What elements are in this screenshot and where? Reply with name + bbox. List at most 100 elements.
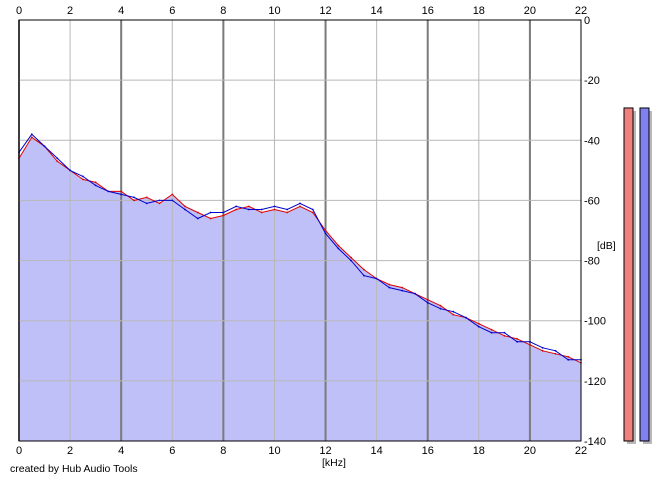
series-point (133, 199, 135, 202)
series-point (248, 205, 250, 208)
series-point (541, 349, 544, 352)
credit-text: created by Hub Audio Tools (10, 463, 138, 475)
series-point (567, 355, 570, 358)
x-axis-title: [kHz] (322, 457, 346, 469)
series-point (286, 211, 289, 214)
series-point (209, 211, 212, 214)
series-point (529, 343, 531, 346)
x-tick-label-top: 0 (16, 5, 22, 17)
y-tick-label: -120 (584, 376, 606, 388)
series-point (439, 307, 442, 310)
y-tick-label: -100 (584, 316, 606, 328)
series-point (311, 208, 314, 211)
series-point (324, 229, 327, 232)
series-point (107, 190, 110, 193)
series-point (30, 133, 33, 136)
y-tick-label: -40 (584, 135, 600, 147)
series-point (426, 301, 429, 304)
series-point (260, 208, 263, 211)
series-point (414, 292, 416, 295)
series-point (452, 310, 455, 313)
series-point (133, 196, 135, 199)
series-point (541, 346, 544, 349)
x-tick-label-top: 16 (422, 5, 434, 17)
x-tick-label-top: 2 (67, 5, 73, 17)
series-point (171, 193, 174, 196)
series-point (477, 325, 480, 328)
series-point (490, 328, 493, 331)
y-tick-label: -80 (584, 256, 600, 268)
series-point (56, 157, 59, 160)
level-meter-left (623, 107, 634, 442)
series-point (324, 232, 327, 235)
x-tick-label-bottom: 2 (67, 445, 73, 457)
series-point (516, 340, 518, 343)
y-tick-label: -140 (584, 436, 606, 448)
x-tick-label-bottom: 16 (422, 445, 434, 457)
x-tick-label-top: 14 (371, 5, 383, 17)
series-point (503, 331, 506, 334)
x-tick-label-top: 12 (319, 5, 331, 17)
spectrum-fill (19, 137, 581, 442)
series-point (158, 199, 161, 202)
series-point (554, 352, 557, 355)
x-tick-label-bottom: 4 (118, 445, 124, 457)
series-point (30, 136, 33, 139)
series-point (56, 160, 59, 163)
series-point (299, 202, 301, 205)
series-point (363, 268, 365, 271)
series-point (222, 214, 225, 217)
series-point (516, 337, 518, 340)
series-point (260, 211, 263, 214)
series-point (248, 208, 250, 211)
x-tick-label-bottom: 0 (16, 445, 22, 457)
x-tick-label-bottom: 20 (524, 445, 536, 457)
plot-frame (18, 19, 582, 442)
series-point (145, 196, 148, 199)
x-tick-label-top: 22 (575, 5, 587, 17)
series-point (94, 181, 97, 184)
series-point (273, 205, 276, 208)
x-tick-label-top: 6 (169, 5, 175, 17)
series-point (426, 298, 429, 301)
x-tick-label-top: 10 (268, 5, 280, 17)
series-point (184, 205, 186, 208)
series-point (158, 202, 161, 205)
y-tick-label: -60 (584, 195, 600, 207)
series-point (388, 283, 391, 286)
series-point (401, 286, 404, 289)
series-point (337, 247, 340, 250)
series-point (82, 175, 84, 178)
series-point (171, 199, 174, 202)
x-tick-label-bottom: 18 (473, 445, 485, 457)
series-point (350, 256, 352, 259)
x-tick-label-bottom: 10 (268, 445, 280, 457)
x-tick-label-bottom: 22 (575, 445, 587, 457)
series-point (94, 184, 97, 187)
x-tick-label-top: 4 (118, 5, 124, 17)
y-tick-label: 0 (584, 15, 590, 27)
series-point (120, 193, 123, 196)
x-tick-label-bottom: 6 (169, 445, 175, 457)
series-point (209, 217, 212, 220)
level-meter-right (639, 107, 650, 442)
series-point (554, 349, 557, 352)
series-point (477, 322, 480, 325)
series-point (222, 211, 225, 214)
series-point (529, 340, 531, 343)
x-tick-label-bottom: 8 (220, 445, 226, 457)
series-point (363, 274, 365, 277)
series-point (375, 277, 378, 280)
series-point (490, 331, 493, 334)
x-tick-label-bottom: 12 (319, 445, 331, 457)
series-point (388, 286, 391, 289)
series-point (196, 211, 199, 214)
series-point (350, 259, 352, 262)
x-tick-label-bottom: 14 (371, 445, 383, 457)
x-tick-label-top: 18 (473, 5, 485, 17)
x-tick-label-top: 8 (220, 5, 226, 17)
y-axis-title: [dB] (597, 240, 616, 252)
series-point (120, 190, 123, 193)
series-point (235, 205, 238, 208)
